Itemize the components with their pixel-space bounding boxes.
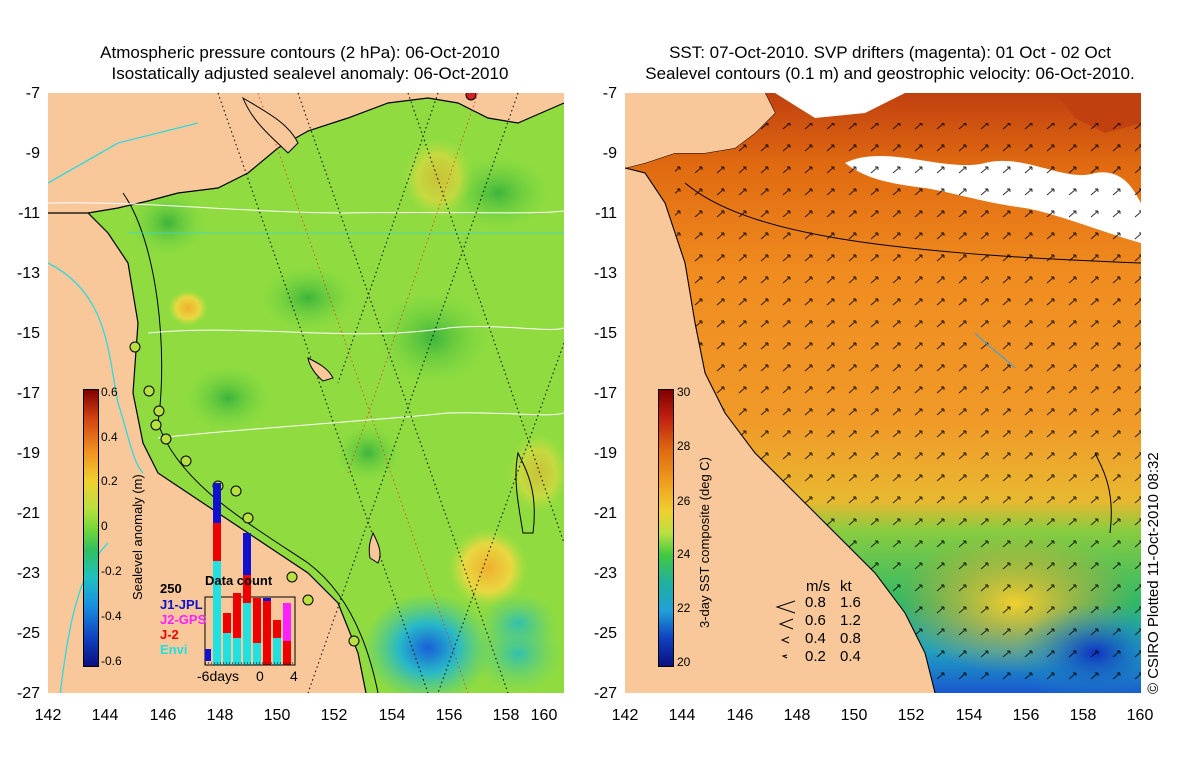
data-count-ylabel: 250 bbox=[160, 581, 182, 596]
right-xtick: 154 bbox=[955, 707, 983, 724]
left-ytick: -15 bbox=[16, 325, 40, 342]
left-ytick: -25 bbox=[16, 625, 40, 642]
right-xtick: 158 bbox=[1069, 707, 1097, 724]
source-j1-jpl: J1-JPL bbox=[160, 597, 203, 612]
colorbar-label: 20 bbox=[677, 655, 691, 669]
data-count-xlabel: -6days bbox=[197, 668, 240, 684]
right-ytick: -7 bbox=[602, 85, 617, 102]
colorbar-title: 3-day SST composite (deg C) bbox=[697, 457, 712, 628]
data-count-xlabel: 0 bbox=[256, 668, 264, 684]
velocity-row-kt: 0.4 bbox=[840, 648, 861, 665]
right-ytick: -23 bbox=[593, 565, 617, 582]
right-ytick: -25 bbox=[593, 625, 617, 642]
right-ytick: -13 bbox=[593, 265, 617, 282]
left-xtick: 142 bbox=[34, 707, 62, 724]
left-ytick: -19 bbox=[16, 445, 40, 462]
velocity-row-kt: 0.8 bbox=[840, 630, 861, 647]
sst-colorbar bbox=[658, 389, 674, 667]
left-xtick: 148 bbox=[206, 707, 234, 724]
velocity-row-ms: 0.6 bbox=[805, 612, 826, 629]
left-xtick: 146 bbox=[149, 707, 177, 724]
sst-map[interactable] bbox=[625, 93, 1141, 693]
left-title-line1: Atmospheric pressure contours (2 hPa): 0… bbox=[100, 43, 500, 62]
colorbar-label: 22 bbox=[677, 601, 691, 615]
colorbar-label: 30 bbox=[677, 385, 691, 399]
velocity-row-ms: 0.4 bbox=[805, 630, 826, 647]
colorbar-label: -0.2 bbox=[101, 564, 122, 578]
colorbar-label: 0.2 bbox=[101, 474, 118, 488]
colorbar-label: 0 bbox=[101, 519, 108, 533]
right-xtick: 142 bbox=[611, 707, 639, 724]
left-ytick: -9 bbox=[25, 145, 40, 162]
right-xtick: 146 bbox=[726, 707, 754, 724]
left-ytick: -13 bbox=[16, 265, 40, 282]
velocity-header-kt: kt bbox=[840, 578, 852, 595]
source-j-2: J-2 bbox=[160, 627, 179, 642]
right-ytick: -9 bbox=[602, 145, 617, 162]
left-xtick: 152 bbox=[320, 707, 348, 724]
colorbar-label: 0.4 bbox=[101, 430, 118, 444]
right-xtick: 160 bbox=[1126, 707, 1154, 724]
left-xtick: 156 bbox=[435, 707, 463, 724]
right-ytick: -11 bbox=[595, 205, 617, 222]
right-ytick: -17 bbox=[593, 385, 617, 402]
right-xtick: 152 bbox=[897, 707, 925, 724]
colorbar-label: 24 bbox=[677, 547, 691, 561]
source-envi: Envi bbox=[160, 642, 188, 657]
left-ytick: -27 bbox=[16, 685, 40, 702]
left-ytick: -23 bbox=[16, 565, 40, 582]
left-xtick: 144 bbox=[91, 707, 119, 724]
sea-level-anomaly-map[interactable] bbox=[48, 93, 564, 693]
colorbar-label: -0.4 bbox=[101, 609, 122, 623]
velocity-header-ms: m/s bbox=[806, 578, 831, 595]
colorbar-label: 0.6 bbox=[101, 385, 118, 399]
right-title-line2: Sealevel contours (0.1 m) and geostrophi… bbox=[645, 64, 1135, 83]
left-xtick: 154 bbox=[378, 707, 406, 724]
sea-level-anomaly-colorbar bbox=[83, 389, 99, 667]
colorbar-label: 26 bbox=[677, 494, 691, 508]
left-title-line2: Isostatically adjusted sealevel anomaly:… bbox=[111, 64, 509, 83]
left-xtick: 158 bbox=[492, 707, 520, 724]
right-title-line1: SST: 07-Oct-2010. SVP drifters (magenta)… bbox=[669, 43, 1111, 62]
data-count-title: Data count bbox=[205, 573, 273, 588]
right-xtick: 148 bbox=[783, 707, 811, 724]
right-ytick: -15 bbox=[593, 325, 617, 342]
right-xtick: 150 bbox=[840, 707, 868, 724]
velocity-row-ms: 0.8 bbox=[805, 594, 826, 611]
velocity-row-kt: 1.2 bbox=[840, 612, 861, 629]
right-ytick: -21 bbox=[593, 505, 617, 522]
colorbar-label: 28 bbox=[677, 439, 691, 453]
left-ytick: -7 bbox=[25, 85, 40, 102]
left-ytick: -17 bbox=[16, 385, 40, 402]
left-ytick: -21 bbox=[16, 505, 40, 522]
source-j2-gps: J2-GPS bbox=[160, 612, 207, 627]
velocity-row-ms: 0.2 bbox=[805, 648, 826, 665]
colorbar-label: -0.6 bbox=[101, 654, 122, 668]
data-count-xlabel: 4 bbox=[290, 668, 298, 684]
left-xtick: 160 bbox=[530, 707, 558, 724]
right-xtick: 156 bbox=[1012, 707, 1040, 724]
csiro-credit: © CSIRO Plotted 11-Oct-2010 08:32 bbox=[1145, 452, 1162, 694]
left-xtick: 150 bbox=[263, 707, 291, 724]
right-ytick: -27 bbox=[593, 685, 617, 702]
colorbar-title: Sealevel anomaly (m) bbox=[130, 474, 145, 600]
right-ytick: -19 bbox=[593, 445, 617, 462]
right-xtick: 144 bbox=[668, 707, 696, 724]
data-count-histogram bbox=[204, 483, 296, 666]
velocity-row-kt: 1.6 bbox=[840, 594, 861, 611]
left-ytick: -11 bbox=[18, 205, 40, 222]
